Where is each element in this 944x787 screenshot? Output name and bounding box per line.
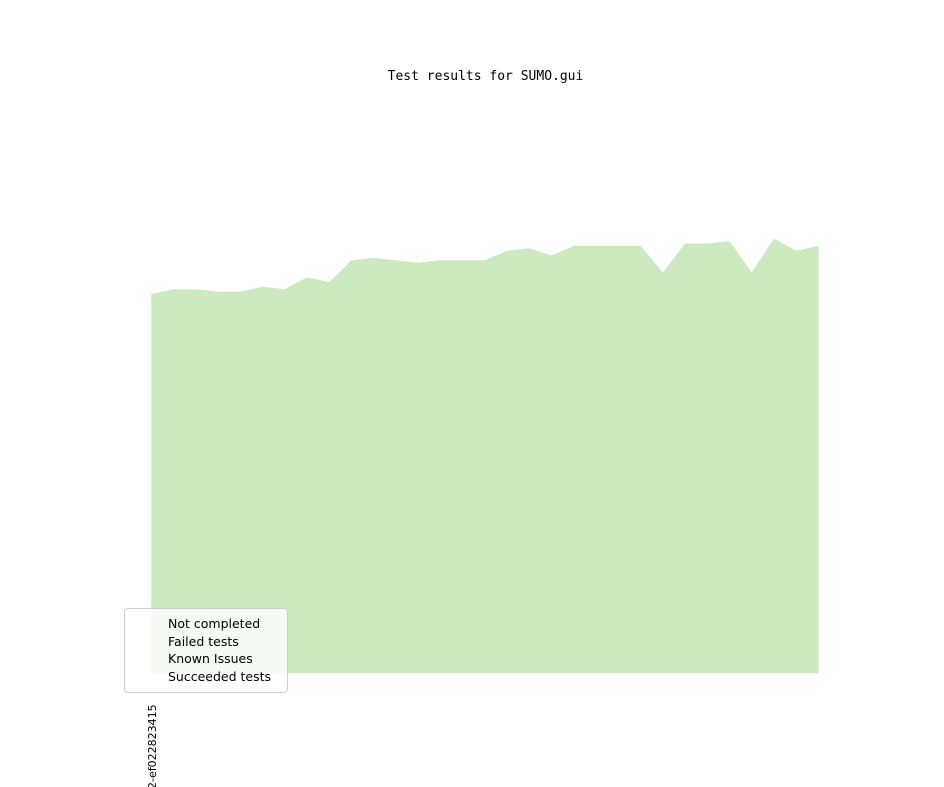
area-series-succeeded-tests: [151, 238, 819, 674]
failed-tests-swatch: [134, 635, 159, 648]
legend-item-known-issues: Known Issues: [134, 651, 279, 667]
not-completed-swatch: [134, 618, 159, 631]
legend-item-failed-tests: Failed tests: [134, 634, 279, 650]
legend-item-not-completed: Not completed: [134, 616, 279, 632]
chart-title: Test results for SUMO.gui: [387, 69, 584, 84]
x-tick-label: 2-ef022823415: [146, 704, 159, 787]
legend-item-succeeded-tests: Succeeded tests: [134, 669, 279, 685]
legend-label: Failed tests: [168, 633, 239, 649]
legend: Not completed Failed tests Known Issues …: [124, 608, 288, 693]
legend-label: Not completed: [168, 616, 261, 631]
legend-label: Known Issues: [168, 651, 253, 667]
succeeded-tests-swatch: [134, 670, 159, 683]
legend-label: Succeeded tests: [168, 668, 272, 684]
known-issues-swatch: [134, 653, 159, 666]
